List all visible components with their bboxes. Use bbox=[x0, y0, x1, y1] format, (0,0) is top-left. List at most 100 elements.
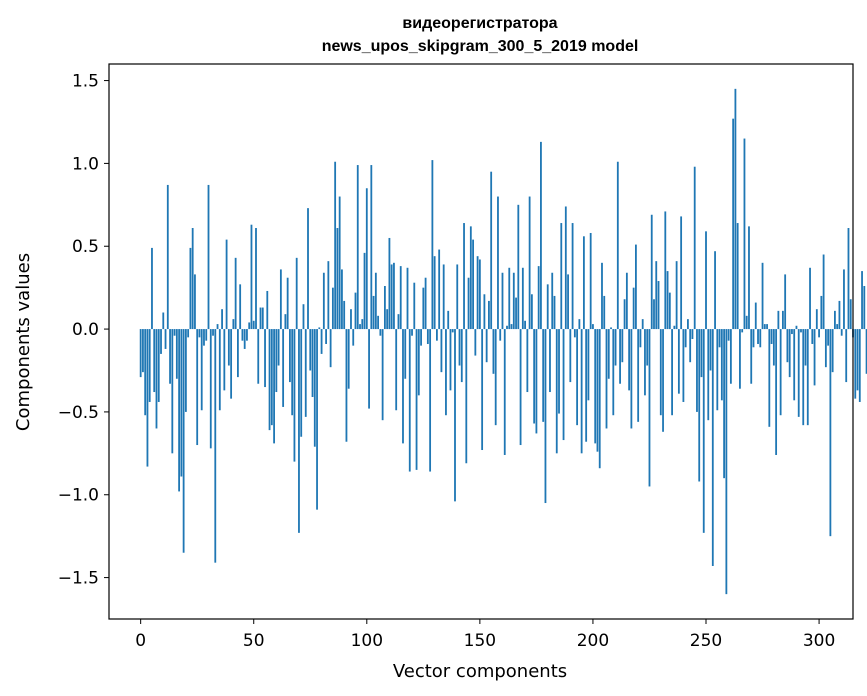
bar-232 bbox=[664, 211, 667, 330]
bar-148 bbox=[474, 329, 477, 356]
bar-5 bbox=[151, 247, 153, 330]
bar-233 bbox=[666, 271, 669, 330]
bar-262 bbox=[732, 118, 735, 330]
bar-55 bbox=[264, 329, 266, 388]
bar-102 bbox=[370, 165, 373, 330]
bar-280 bbox=[772, 329, 775, 366]
x-tick-label: 150 bbox=[464, 631, 496, 651]
bar-173 bbox=[530, 294, 533, 330]
bar-167 bbox=[517, 204, 520, 330]
bar-99 bbox=[363, 252, 366, 330]
bar-162 bbox=[506, 325, 508, 330]
bar-98 bbox=[361, 319, 364, 330]
bar-214 bbox=[623, 299, 626, 330]
y-tick-label: 1.0 bbox=[72, 154, 99, 174]
bar-184 bbox=[555, 329, 558, 454]
bar-47 bbox=[246, 329, 248, 341]
bar-83 bbox=[327, 261, 330, 330]
x-tick-label: 100 bbox=[351, 631, 383, 651]
bar-45 bbox=[241, 329, 244, 341]
bar-78 bbox=[316, 329, 318, 510]
bar-217 bbox=[630, 329, 633, 429]
x-tick-label: 300 bbox=[803, 631, 835, 651]
bar-29 bbox=[205, 329, 208, 341]
bar-20 bbox=[184, 329, 187, 412]
bar-304 bbox=[827, 329, 830, 346]
bar-24 bbox=[194, 274, 196, 330]
bar-231 bbox=[662, 329, 664, 432]
bar-124 bbox=[420, 329, 422, 346]
bar-205 bbox=[603, 295, 606, 330]
bar-259 bbox=[725, 329, 728, 595]
bar-161 bbox=[503, 329, 506, 455]
bar-71 bbox=[300, 329, 303, 437]
bar-46 bbox=[243, 329, 246, 349]
bar-175 bbox=[535, 329, 538, 434]
bar-176 bbox=[537, 266, 540, 330]
bar-197 bbox=[585, 329, 588, 442]
bar-156 bbox=[492, 329, 495, 374]
bar-191 bbox=[571, 223, 574, 330]
bar-274 bbox=[759, 329, 762, 348]
bar-138 bbox=[451, 329, 454, 333]
bar-15 bbox=[173, 329, 176, 336]
bar-82 bbox=[325, 329, 327, 344]
bar-306 bbox=[831, 329, 834, 373]
bar-60 bbox=[275, 329, 278, 393]
bar-61 bbox=[277, 329, 280, 366]
bar-89 bbox=[341, 269, 343, 330]
bar-142 bbox=[460, 329, 463, 383]
bar-163 bbox=[508, 267, 511, 330]
bar-36 bbox=[221, 309, 223, 330]
bar-246 bbox=[696, 329, 698, 412]
bar-64 bbox=[284, 314, 287, 330]
bar-255 bbox=[716, 329, 719, 411]
bar-257 bbox=[720, 329, 723, 401]
bar-209 bbox=[612, 329, 615, 416]
bar-177 bbox=[540, 141, 542, 330]
bar-85 bbox=[331, 287, 334, 330]
bar-219 bbox=[635, 244, 637, 330]
bar-301 bbox=[820, 295, 823, 330]
bar-25 bbox=[196, 329, 199, 446]
bar-293 bbox=[802, 329, 805, 426]
bar-281 bbox=[775, 329, 778, 455]
bar-140 bbox=[456, 264, 459, 330]
bar-133 bbox=[440, 329, 443, 373]
bar-34 bbox=[216, 324, 219, 330]
y-tick-label: −1.0 bbox=[58, 486, 99, 506]
bar-79 bbox=[318, 327, 321, 330]
bar-213 bbox=[621, 329, 624, 363]
bar-292 bbox=[800, 329, 802, 333]
bar-106 bbox=[379, 329, 382, 336]
bar-67 bbox=[291, 329, 294, 416]
bar-152 bbox=[483, 294, 486, 330]
bar-65 bbox=[286, 277, 289, 330]
bar-151 bbox=[481, 329, 484, 451]
bar-287 bbox=[788, 329, 791, 378]
bar-90 bbox=[343, 300, 346, 330]
bar-220 bbox=[637, 329, 640, 422]
bar-286 bbox=[786, 329, 789, 363]
bar-179 bbox=[544, 329, 547, 504]
bar-158 bbox=[497, 196, 499, 330]
bar-279 bbox=[770, 329, 773, 344]
bar-40 bbox=[230, 329, 233, 399]
bar-222 bbox=[641, 319, 644, 330]
bar-146 bbox=[469, 226, 472, 330]
bar-42 bbox=[234, 257, 237, 330]
bar-130 bbox=[433, 256, 436, 330]
bar-251 bbox=[707, 329, 710, 421]
bar-189 bbox=[567, 274, 569, 330]
bar-283 bbox=[779, 329, 782, 416]
bar-308 bbox=[836, 324, 839, 330]
bar-76 bbox=[311, 329, 314, 397]
bar-125 bbox=[422, 287, 425, 330]
bar-203 bbox=[598, 329, 601, 469]
bar-128 bbox=[429, 329, 432, 472]
bar-182 bbox=[551, 272, 554, 330]
y-tick-label: 0.5 bbox=[72, 237, 99, 257]
bar-172 bbox=[528, 196, 531, 330]
bar-297 bbox=[811, 329, 814, 344]
bar-183 bbox=[553, 295, 556, 330]
